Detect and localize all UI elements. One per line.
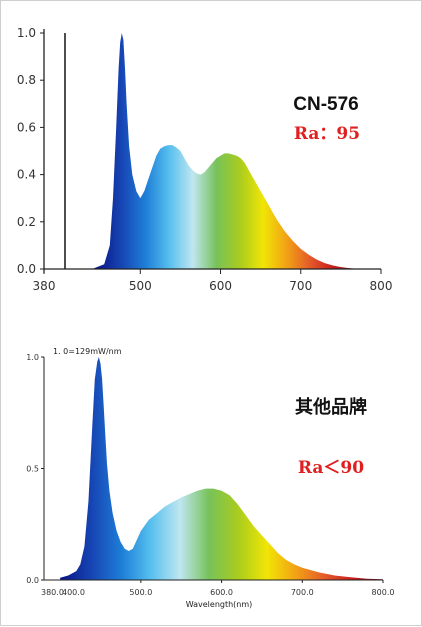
spectrum-area-top (92, 33, 365, 269)
x-tick-label-bottom: 800.0 (372, 588, 395, 597)
x-tick-label-bottom: 600.0 (210, 588, 233, 597)
peak-label: 1. 0=129mW/nm (53, 347, 122, 356)
y-ticks-bottom: 0.0 0.5 1.0 (26, 353, 44, 585)
x-tick-label-top: 600 (209, 279, 232, 293)
spectrum-area-bottom (60, 357, 383, 580)
chart-top: 0.0 0.2 0.4 0.6 0.8 1.0 380 500 600 700 800 CN-57… (17, 26, 393, 293)
x-axis-label-bottom: Wavelength(nm) (186, 600, 253, 609)
y-tick-label-bottom: 1.0 (26, 353, 39, 362)
x-tick-label-bottom: 700.0 (291, 588, 314, 597)
y-tick-label-top: 1.0 (17, 26, 36, 40)
y-tick-label-top: 0.8 (17, 73, 36, 87)
x-tick-label-top: 500 (129, 279, 152, 293)
x-ticks-bottom: 380.0.400.0 500.0 600.0 700.0 800.0 (41, 580, 394, 597)
x-tick-label-bottom: 500.0 (129, 588, 152, 597)
x-ticks-top: 380 500 600 700 800 (33, 269, 393, 293)
x-tick-label-top: 700 (289, 279, 312, 293)
y-tick-label-bottom: 0.0 (26, 576, 39, 585)
ra-annotation-top: Ra：95 (294, 124, 360, 144)
y-tick-label-top: 0.6 (17, 120, 36, 134)
x-tick-label-top: 380 (33, 279, 56, 293)
y-tick-label-bottom: 0.5 (26, 465, 39, 474)
ra-annotation-bottom: Ra＜90 (298, 458, 364, 478)
chart-title-top: CN-576 (293, 94, 358, 115)
y-tick-label-top: 0.0 (17, 262, 36, 276)
y-tick-label-top: 0.4 (17, 168, 36, 182)
y-ticks-top: 0.0 0.2 0.4 0.6 0.8 1.0 (17, 26, 44, 276)
chart-bottom: 0.0 0.5 1.0 380.0.400.0 500.0 600.0 700.0 800.… (26, 347, 394, 609)
chart-title-bottom: 其他品牌 (295, 396, 367, 418)
x-tick-label-top: 800 (370, 279, 393, 293)
x-tick-label-bottom: 380.0. (41, 588, 66, 597)
x-tick-label-bottom: 400.0 (62, 588, 85, 597)
y-tick-label-top: 0.2 (17, 215, 36, 229)
